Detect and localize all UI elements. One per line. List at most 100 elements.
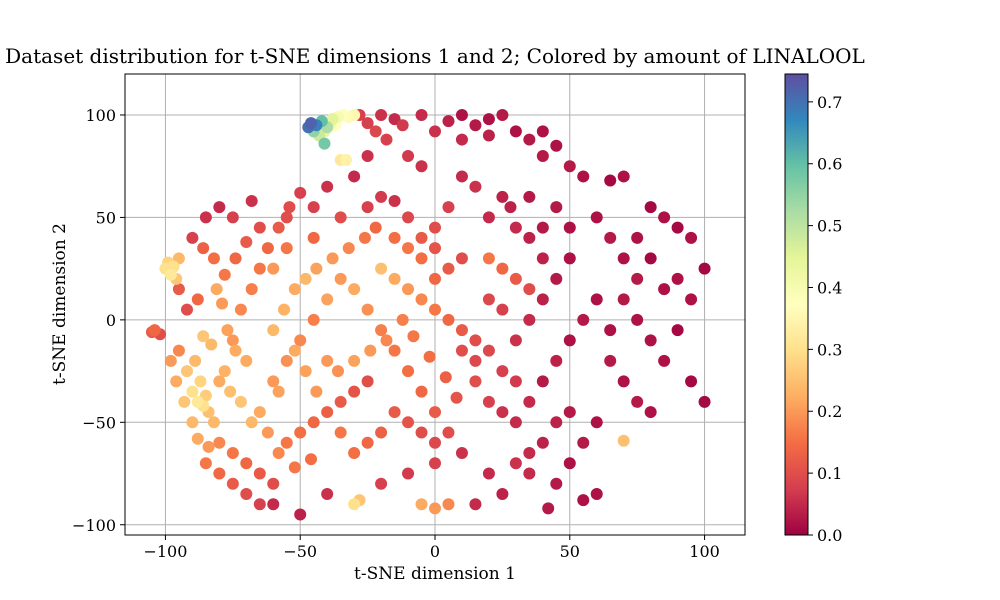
scatter-point — [245, 283, 258, 296]
scatter-point — [455, 324, 468, 337]
scatter-point — [280, 436, 293, 449]
colorbar-tick-label: 0.3 — [817, 340, 842, 359]
scatter-point — [429, 436, 441, 449]
scatter-point — [550, 416, 563, 429]
scatter-point — [189, 354, 202, 367]
x-tick-label: −100 — [143, 542, 187, 561]
scatter-point — [213, 201, 226, 214]
x-axis: −100 −50 0 50 100 — [143, 535, 720, 561]
scatter-point — [550, 272, 563, 285]
scatter-point — [261, 426, 274, 439]
scatter-point — [342, 242, 355, 255]
scatter-point — [523, 313, 536, 326]
scatter-point — [496, 488, 509, 501]
scatter-point — [415, 293, 428, 306]
scatter-point — [563, 221, 576, 234]
scatter-point — [375, 108, 388, 121]
scatter-point — [455, 108, 468, 121]
scatter-point — [170, 375, 183, 388]
colorbar-tick-label: 0.6 — [817, 155, 842, 174]
scatter-point — [671, 221, 684, 234]
scatter-point — [358, 231, 371, 244]
scatter-point — [469, 119, 482, 132]
scatter-point — [429, 221, 441, 234]
scatter-point — [550, 139, 563, 152]
scatter-point — [253, 262, 266, 275]
scatter-point — [267, 375, 280, 388]
scatter-point — [469, 334, 482, 347]
scatter-point — [644, 406, 657, 419]
scatter-point — [482, 395, 495, 408]
scatter-point — [348, 385, 361, 398]
scatter-point — [671, 324, 684, 337]
chart-title: Dataset distribution for t-SNE dimension… — [5, 44, 865, 68]
scatter-point — [234, 303, 247, 316]
scatter-point — [685, 375, 698, 388]
colorbar-tick-label: 0.0 — [817, 526, 842, 545]
scatter-point — [496, 303, 509, 316]
scatter-point — [299, 365, 312, 378]
scatter-point — [210, 283, 223, 296]
scatter-point — [334, 272, 347, 285]
scatter-point — [442, 115, 455, 128]
scatter-point — [685, 293, 698, 306]
scatter-point — [364, 344, 377, 357]
scatter-point — [375, 324, 388, 337]
scatter-point — [148, 324, 161, 337]
scatter-point — [442, 201, 455, 214]
scatter-point — [455, 447, 468, 460]
scatter-point — [280, 211, 293, 224]
scatter-point — [226, 447, 239, 460]
scatter-point — [429, 502, 441, 515]
scatter-point — [455, 252, 468, 265]
scatter-point — [509, 334, 522, 347]
scatter-point — [469, 354, 482, 367]
scatter-point — [577, 436, 590, 449]
scatter-point — [402, 211, 415, 224]
scatter-point — [191, 432, 204, 445]
scatter-point — [617, 375, 630, 388]
scatter-point — [218, 365, 231, 378]
scatter-point — [288, 344, 301, 357]
y-tick-label: 50 — [96, 208, 116, 227]
scatter-point — [299, 272, 312, 285]
scatter-point — [305, 453, 317, 466]
scatter-point — [213, 375, 226, 388]
scatter-point — [361, 117, 374, 130]
scatter-point — [523, 447, 536, 460]
scatter-point — [429, 406, 441, 419]
scatter-point — [375, 477, 388, 490]
scatter-point — [321, 180, 334, 193]
scatter-point — [550, 477, 563, 490]
colorbar-tick-label: 0.7 — [817, 93, 842, 112]
scatter-point — [563, 252, 576, 265]
scatter-point — [221, 324, 234, 337]
scatter-point — [455, 170, 468, 183]
scatter-point — [361, 201, 374, 214]
scatter-point — [429, 272, 441, 285]
scatter-point — [348, 498, 361, 511]
scatter-point — [305, 117, 317, 130]
scatter-point — [326, 252, 339, 265]
scatter-point — [590, 211, 603, 224]
scatter-point — [388, 344, 401, 357]
scatter-points — [145, 108, 711, 521]
scatter-point — [402, 149, 415, 162]
scatter-point — [482, 211, 495, 224]
scatter-point — [455, 133, 468, 146]
scatter-point — [369, 221, 382, 234]
scatter-point — [380, 133, 393, 146]
scatter-point — [563, 457, 576, 470]
scatter-point — [240, 354, 253, 367]
scatter-point — [181, 303, 193, 316]
scatter-point — [178, 395, 191, 408]
scatter-point — [496, 406, 509, 419]
scatter-point — [224, 385, 237, 398]
scatter-point — [321, 293, 334, 306]
scatter-point — [429, 457, 441, 470]
scatter-point — [644, 252, 657, 265]
scatter-point — [550, 201, 563, 214]
scatter-point — [321, 354, 334, 367]
scatter-point — [331, 365, 344, 378]
